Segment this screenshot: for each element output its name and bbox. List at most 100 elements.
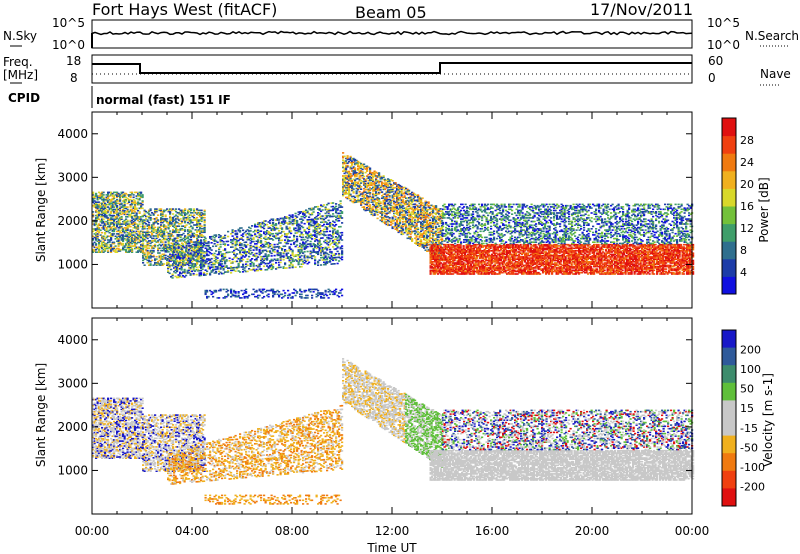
echo-cell <box>110 217 113 219</box>
echo-cell <box>101 220 104 223</box>
echo-cell <box>160 255 163 258</box>
echo-cell <box>137 209 140 212</box>
echo-cell <box>197 214 200 216</box>
echo-cell <box>246 260 249 263</box>
echo-cell <box>92 244 95 246</box>
echo-cell <box>197 219 200 221</box>
echo-cell <box>315 235 318 237</box>
echo-cell <box>92 213 95 216</box>
echo-cell <box>233 266 236 269</box>
echo-cell <box>92 211 95 213</box>
echo-cell <box>107 217 110 219</box>
echo-cell <box>140 218 143 220</box>
echo-cell <box>148 215 151 218</box>
echo-cell <box>287 252 290 254</box>
echo-cell <box>137 236 140 239</box>
echo-cell <box>281 234 284 237</box>
echo-cell <box>125 224 128 227</box>
echo-cell <box>140 248 143 251</box>
echo-cell <box>126 224 129 227</box>
echo-cell <box>169 223 172 225</box>
echo-cell <box>200 212 203 214</box>
echo-cell <box>158 247 161 249</box>
echo-cell <box>209 272 212 275</box>
echo-cell <box>102 241 105 244</box>
echo-cell <box>182 215 185 218</box>
echo-cell <box>234 244 237 247</box>
echo-cell <box>215 261 218 263</box>
echo-cell <box>198 256 201 259</box>
echo-cell <box>219 254 222 257</box>
echo-cell <box>216 259 219 262</box>
echo-cell <box>348 170 351 173</box>
nave-tick-top: 60 <box>708 54 723 68</box>
echo-cell <box>99 209 102 212</box>
echo-cell <box>357 181 360 184</box>
echo-cell <box>420 239 423 241</box>
echo-cell <box>110 233 113 235</box>
echo-cell <box>198 266 201 268</box>
echo-cell <box>213 260 216 262</box>
echo-cell <box>158 263 161 265</box>
echo-cell <box>110 205 113 207</box>
echo-cell <box>174 267 177 269</box>
echo-cell <box>188 208 191 210</box>
echo-cell <box>327 241 330 244</box>
echo-cell <box>98 209 101 212</box>
echo-cell <box>198 269 201 272</box>
echo-cell <box>272 233 275 235</box>
echo-cell <box>155 232 158 235</box>
echo-cell <box>143 253 146 256</box>
echo-cell <box>430 213 433 215</box>
echo-cell <box>148 231 151 234</box>
echo-cell <box>120 206 123 208</box>
echo-cell <box>203 210 206 213</box>
echo-cell <box>192 248 195 251</box>
freq-tick-bottom: 8 <box>70 71 78 85</box>
echo-cell <box>222 256 225 259</box>
echo-cell <box>341 217 344 219</box>
echo-cell <box>126 202 129 205</box>
echo-cell <box>177 257 180 259</box>
echo-cell <box>176 268 179 270</box>
echo-cell <box>408 189 411 192</box>
echo-cell <box>108 235 111 238</box>
echo-cell <box>131 250 134 252</box>
echo-cell <box>132 238 135 240</box>
echo-cell <box>108 191 111 194</box>
echo-cell <box>189 256 192 258</box>
echo-cell <box>273 251 276 253</box>
echo-cell <box>391 222 394 225</box>
echo-cell <box>297 261 300 263</box>
echo-cell <box>349 172 352 175</box>
echo-cell <box>194 234 197 236</box>
echo-cell <box>173 215 176 218</box>
echo-cell <box>278 237 281 239</box>
echo-cell <box>125 206 128 208</box>
echo-cell <box>188 229 191 231</box>
echo-cell <box>198 272 201 274</box>
echo-cell <box>119 198 122 201</box>
echo-cell <box>119 219 122 222</box>
echo-cell <box>384 188 387 190</box>
echo-cell <box>197 229 200 231</box>
echo-cell <box>131 234 134 236</box>
echo-cell <box>108 229 111 231</box>
echo-cell <box>221 253 224 255</box>
echo-cell <box>129 248 132 251</box>
echo-cell <box>339 214 342 217</box>
echo-cell <box>180 245 183 248</box>
echo-cell <box>104 224 107 227</box>
echo-cell <box>186 269 189 272</box>
echo-cell <box>379 201 382 203</box>
echo-cell <box>131 238 134 240</box>
echo-cell <box>151 246 154 248</box>
echo-cell <box>185 258 188 261</box>
echo-cell <box>222 265 225 267</box>
echo-cell <box>111 216 114 218</box>
echo-cell <box>137 250 140 252</box>
echo-cell <box>168 259 171 261</box>
echo-cell <box>200 247 203 250</box>
echo-cell <box>181 225 184 227</box>
echo-cell <box>110 251 113 253</box>
